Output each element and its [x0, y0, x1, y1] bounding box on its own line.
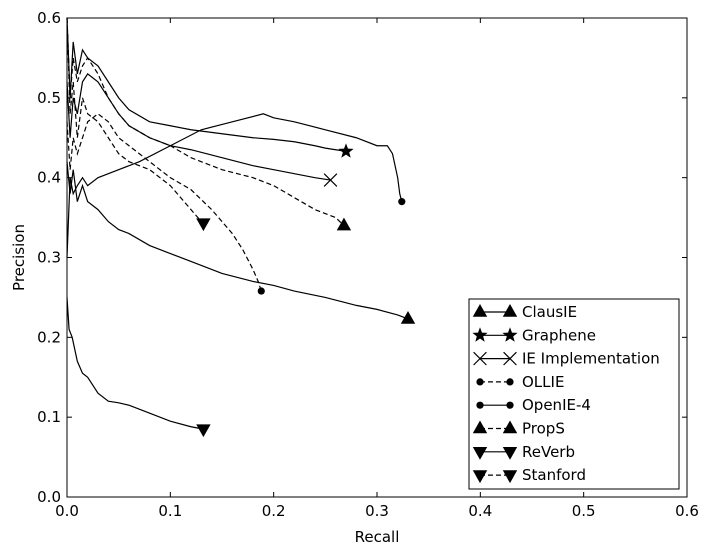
x-tick-label: 0.4 — [468, 502, 492, 520]
legend-label-graphene: Graphene — [522, 326, 596, 344]
y-tick-label: 0.2 — [37, 328, 61, 346]
x-axis-title: Recall — [355, 528, 400, 546]
legend-marker-reverb — [472, 447, 488, 460]
legend: ClausIE Graphene IE Implementation OLLIE Ope… — [468, 298, 680, 490]
y-tick-label: 0.3 — [37, 249, 61, 267]
legend-label-reverb: ReVerb — [522, 443, 575, 461]
legend-marker-ie-implementation — [503, 351, 517, 366]
legend-label-openie-4: OpenIE-4 — [522, 396, 591, 414]
legend-marker-clausie — [472, 304, 488, 317]
series-line-stanford — [66, 17, 204, 224]
x-tick-label: 0.6 — [675, 502, 699, 520]
legend-label-props: PropS — [522, 420, 565, 438]
x-tick-label: 0.2 — [262, 502, 286, 520]
series-end-marker-ollie — [257, 287, 265, 295]
legend-marker-ollie — [476, 378, 484, 386]
x-tick-label: 0.5 — [572, 502, 596, 520]
axis-ticks: 0.0 0.1 0.2 0.3 0.4 0.5 0.6 0.0 0.1 0.2 0.3 0.4 0.5 0… — [37, 9, 699, 520]
legend-marker-props — [502, 420, 518, 434]
series-line-reverb — [66, 297, 204, 430]
series-end-marker-clausie — [400, 310, 416, 324]
legend-marker-stanford — [502, 470, 518, 484]
series-end-marker-props — [336, 217, 352, 231]
y-tick-label: 0.5 — [37, 89, 61, 107]
y-tick-label: 0.6 — [37, 9, 61, 27]
x-tick-label: 0.0 — [55, 502, 79, 520]
y-tick-label: 0.0 — [37, 488, 61, 506]
legend-label-clausie: ClausIE — [522, 303, 577, 321]
legend-marker-graphene — [472, 327, 488, 342]
legend-marker-stanford — [472, 470, 488, 484]
y-axis-title: Precision — [10, 224, 28, 291]
legend-marker-reverb — [502, 447, 518, 460]
y-tick-label: 0.4 — [37, 169, 61, 187]
legend-marker-openie-4 — [506, 401, 514, 409]
series-end-marker-ie-implementation — [323, 173, 338, 187]
legend-box — [468, 298, 680, 490]
legend-marker-ie-implementation — [473, 351, 487, 366]
series-end-marker-openie-4 — [398, 198, 406, 206]
legend-marker-graphene — [502, 327, 518, 342]
legend-marker-clausie — [502, 304, 518, 317]
series-end-marker-reverb — [196, 424, 211, 438]
legend-marker-openie-4 — [476, 401, 484, 409]
legend-marker-ollie — [506, 378, 514, 386]
series-line-clausie — [66, 161, 409, 320]
series-line-graphene — [66, 17, 347, 152]
series-line-openie-4 — [66, 113, 403, 258]
series-line-props — [66, 17, 345, 227]
series-end-marker-stanford — [196, 218, 211, 232]
series-end-marker-graphene — [338, 143, 354, 158]
series-line-ollie — [66, 113, 262, 292]
legend-marker-props — [472, 420, 488, 434]
legend-label-ie-implementation: IE Implementation — [522, 350, 660, 368]
legend-label-ollie: OLLIE — [522, 373, 564, 391]
legend-label-stanford: Stanford — [522, 466, 586, 484]
x-tick-label: 0.3 — [365, 502, 389, 520]
series-layer — [66, 17, 416, 438]
x-tick-label: 0.1 — [158, 502, 182, 520]
y-tick-label: 0.1 — [37, 408, 61, 426]
